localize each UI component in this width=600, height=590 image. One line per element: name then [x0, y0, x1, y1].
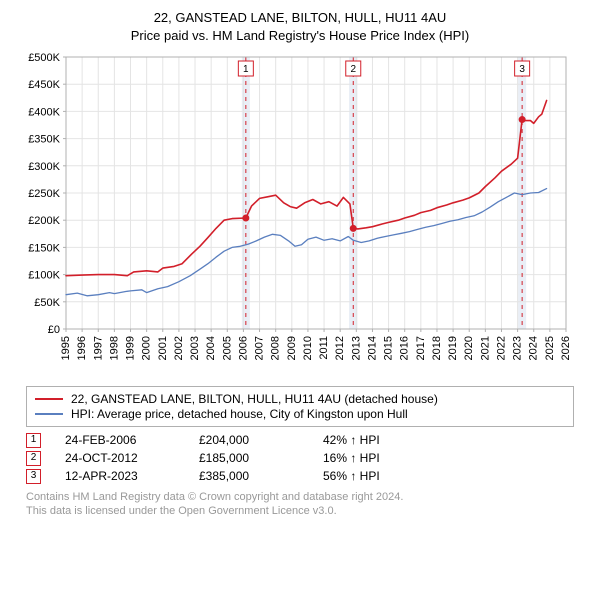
svg-text:2006: 2006: [237, 336, 249, 360]
svg-text:£100K: £100K: [28, 269, 60, 281]
svg-text:2025: 2025: [544, 336, 556, 360]
svg-text:1996: 1996: [76, 336, 88, 360]
sale-diff: 16% ↑ HPI: [323, 451, 574, 465]
svg-text:2022: 2022: [495, 336, 507, 360]
svg-text:2026: 2026: [560, 336, 572, 360]
sale-marker: 3: [26, 469, 41, 484]
svg-text:2012: 2012: [334, 336, 346, 360]
svg-text:£450K: £450K: [28, 79, 60, 91]
legend-label: 22, GANSTEAD LANE, BILTON, HULL, HU11 4A…: [71, 392, 438, 406]
svg-text:2: 2: [350, 64, 356, 75]
sale-diff: 56% ↑ HPI: [323, 469, 574, 483]
svg-text:2016: 2016: [399, 336, 411, 360]
sales-row: 3 12-APR-2023 £385,000 56% ↑ HPI: [26, 469, 574, 484]
sale-date: 24-FEB-2006: [65, 433, 175, 447]
svg-text:1997: 1997: [92, 336, 104, 360]
svg-text:2008: 2008: [270, 336, 282, 360]
legend-swatch: [35, 413, 63, 415]
footer: Contains HM Land Registry data © Crown c…: [26, 490, 574, 519]
svg-text:2004: 2004: [205, 336, 217, 360]
legend-swatch: [35, 398, 63, 400]
svg-text:£300K: £300K: [28, 160, 60, 172]
svg-text:2002: 2002: [173, 336, 185, 360]
sale-diff: 42% ↑ HPI: [323, 433, 574, 447]
svg-text:£0: £0: [48, 324, 60, 336]
sale-marker: 2: [26, 451, 41, 466]
footer-line-2: This data is licensed under the Open Gov…: [26, 504, 574, 518]
svg-text:1: 1: [243, 64, 249, 75]
svg-text:£50K: £50K: [34, 296, 60, 308]
svg-text:£350K: £350K: [28, 133, 60, 145]
footer-line-1: Contains HM Land Registry data © Crown c…: [26, 490, 574, 504]
svg-text:£150K: £150K: [28, 242, 60, 254]
sale-date: 12-APR-2023: [65, 469, 175, 483]
svg-text:1995: 1995: [60, 336, 72, 360]
price-chart: £0 £50K £100K £150K £200K £250K £300K £350K £400…: [14, 49, 584, 379]
svg-text:2011: 2011: [318, 336, 330, 360]
svg-text:2000: 2000: [141, 336, 153, 360]
sale-price: £385,000: [199, 469, 299, 483]
svg-text:2015: 2015: [383, 336, 395, 360]
svg-text:2007: 2007: [254, 336, 266, 360]
svg-text:3: 3: [519, 64, 525, 75]
sale-price: £204,000: [199, 433, 299, 447]
svg-text:2017: 2017: [415, 336, 427, 360]
svg-text:1999: 1999: [125, 336, 137, 360]
svg-text:£200K: £200K: [28, 215, 60, 227]
svg-text:2005: 2005: [221, 336, 233, 360]
legend-item: HPI: Average price, detached house, City…: [35, 407, 565, 421]
svg-text:1998: 1998: [108, 336, 120, 360]
sale-date: 24-OCT-2012: [65, 451, 175, 465]
svg-text:£400K: £400K: [28, 106, 60, 118]
svg-text:2018: 2018: [431, 336, 443, 360]
svg-text:2009: 2009: [286, 336, 298, 360]
sale-price: £185,000: [199, 451, 299, 465]
legend-label: HPI: Average price, detached house, City…: [71, 407, 408, 421]
svg-text:2023: 2023: [512, 336, 524, 360]
legend-box: 22, GANSTEAD LANE, BILTON, HULL, HU11 4A…: [26, 386, 574, 427]
svg-text:2003: 2003: [189, 336, 201, 360]
sales-row: 2 24-OCT-2012 £185,000 16% ↑ HPI: [26, 451, 574, 466]
svg-text:2013: 2013: [350, 336, 362, 360]
svg-text:2024: 2024: [528, 336, 540, 360]
svg-text:£500K: £500K: [28, 52, 60, 64]
legend-item: 22, GANSTEAD LANE, BILTON, HULL, HU11 4A…: [35, 392, 565, 406]
svg-text:2014: 2014: [366, 336, 378, 360]
sales-table: 1 24-FEB-2006 £204,000 42% ↑ HPI 2 24-OCT-201…: [26, 433, 574, 484]
sales-row: 1 24-FEB-2006 £204,000 42% ↑ HPI: [26, 433, 574, 448]
sale-marker: 1: [26, 433, 41, 448]
svg-text:2020: 2020: [463, 336, 475, 360]
svg-text:£250K: £250K: [28, 188, 60, 200]
svg-text:2021: 2021: [479, 336, 491, 360]
page-title: 22, GANSTEAD LANE, BILTON, HULL, HU11 4A…: [14, 10, 586, 26]
page-subtitle: Price paid vs. HM Land Registry's House …: [14, 28, 586, 43]
svg-text:2001: 2001: [157, 336, 169, 360]
svg-text:2010: 2010: [302, 336, 314, 360]
svg-text:2019: 2019: [447, 336, 459, 360]
chart-container: £0 £50K £100K £150K £200K £250K £300K £350K £400…: [14, 49, 586, 382]
